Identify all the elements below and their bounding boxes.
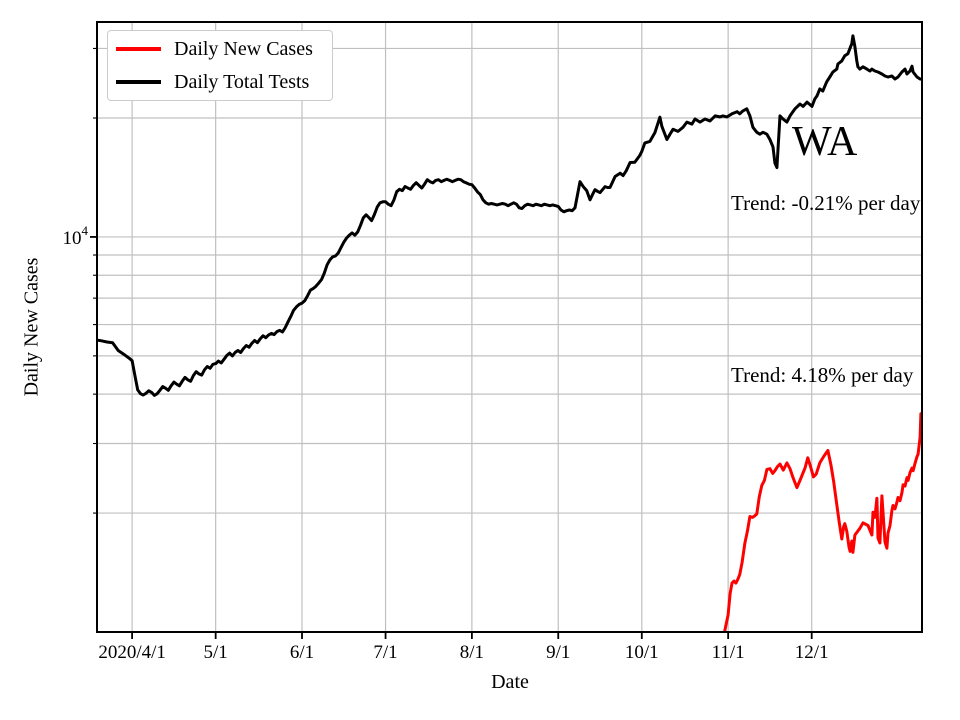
x-tick-label: 10/1 [625,642,659,663]
x-tick-label: 11/1 [712,642,745,663]
legend-line-sample-red [116,47,161,51]
y-tick-label-10e4: 104 [63,223,89,249]
x-axis-label: Date [491,671,529,693]
trend-annotation-tests: Trend: -0.21% per day [731,191,921,215]
series-curves [97,34,922,632]
x-tick-label: 9/1 [546,642,570,663]
x-tick-label: 6/1 [290,642,314,663]
axis-ticks [90,47,813,639]
plot-border [96,21,923,633]
x-tick-label: 5/1 [204,642,228,663]
legend-label-daily-total-tests: Daily Total Tests [174,71,310,93]
legend-label-daily-new-cases: Daily New Cases [174,38,313,60]
x-tick-label: 2020/4/1 [98,642,166,663]
legend: Daily New Cases Daily Total Tests [107,30,333,101]
region-label: WA [792,119,858,165]
x-tick-labels: 2020/4/1 5/1 6/1 7/1 8/1 9/1 10/1 11/1 12/1 104 [63,223,829,663]
legend-line-sample-black [116,80,161,84]
legend-item-daily-total-tests: Daily Total Tests [108,67,332,97]
trend-annotation-cases: Trend: 4.18% per day [731,363,914,387]
x-tick-label: 8/1 [460,642,484,663]
x-tick-label: 12/1 [795,642,829,663]
legend-item-daily-new-cases: Daily New Cases [108,34,332,64]
daily-new-cases-line [723,412,922,632]
x-tick-label: 7/1 [373,642,397,663]
gridlines [97,22,922,632]
y-axis-label: Daily New Cases [20,257,43,397]
daily-total-tests-line [97,34,922,397]
